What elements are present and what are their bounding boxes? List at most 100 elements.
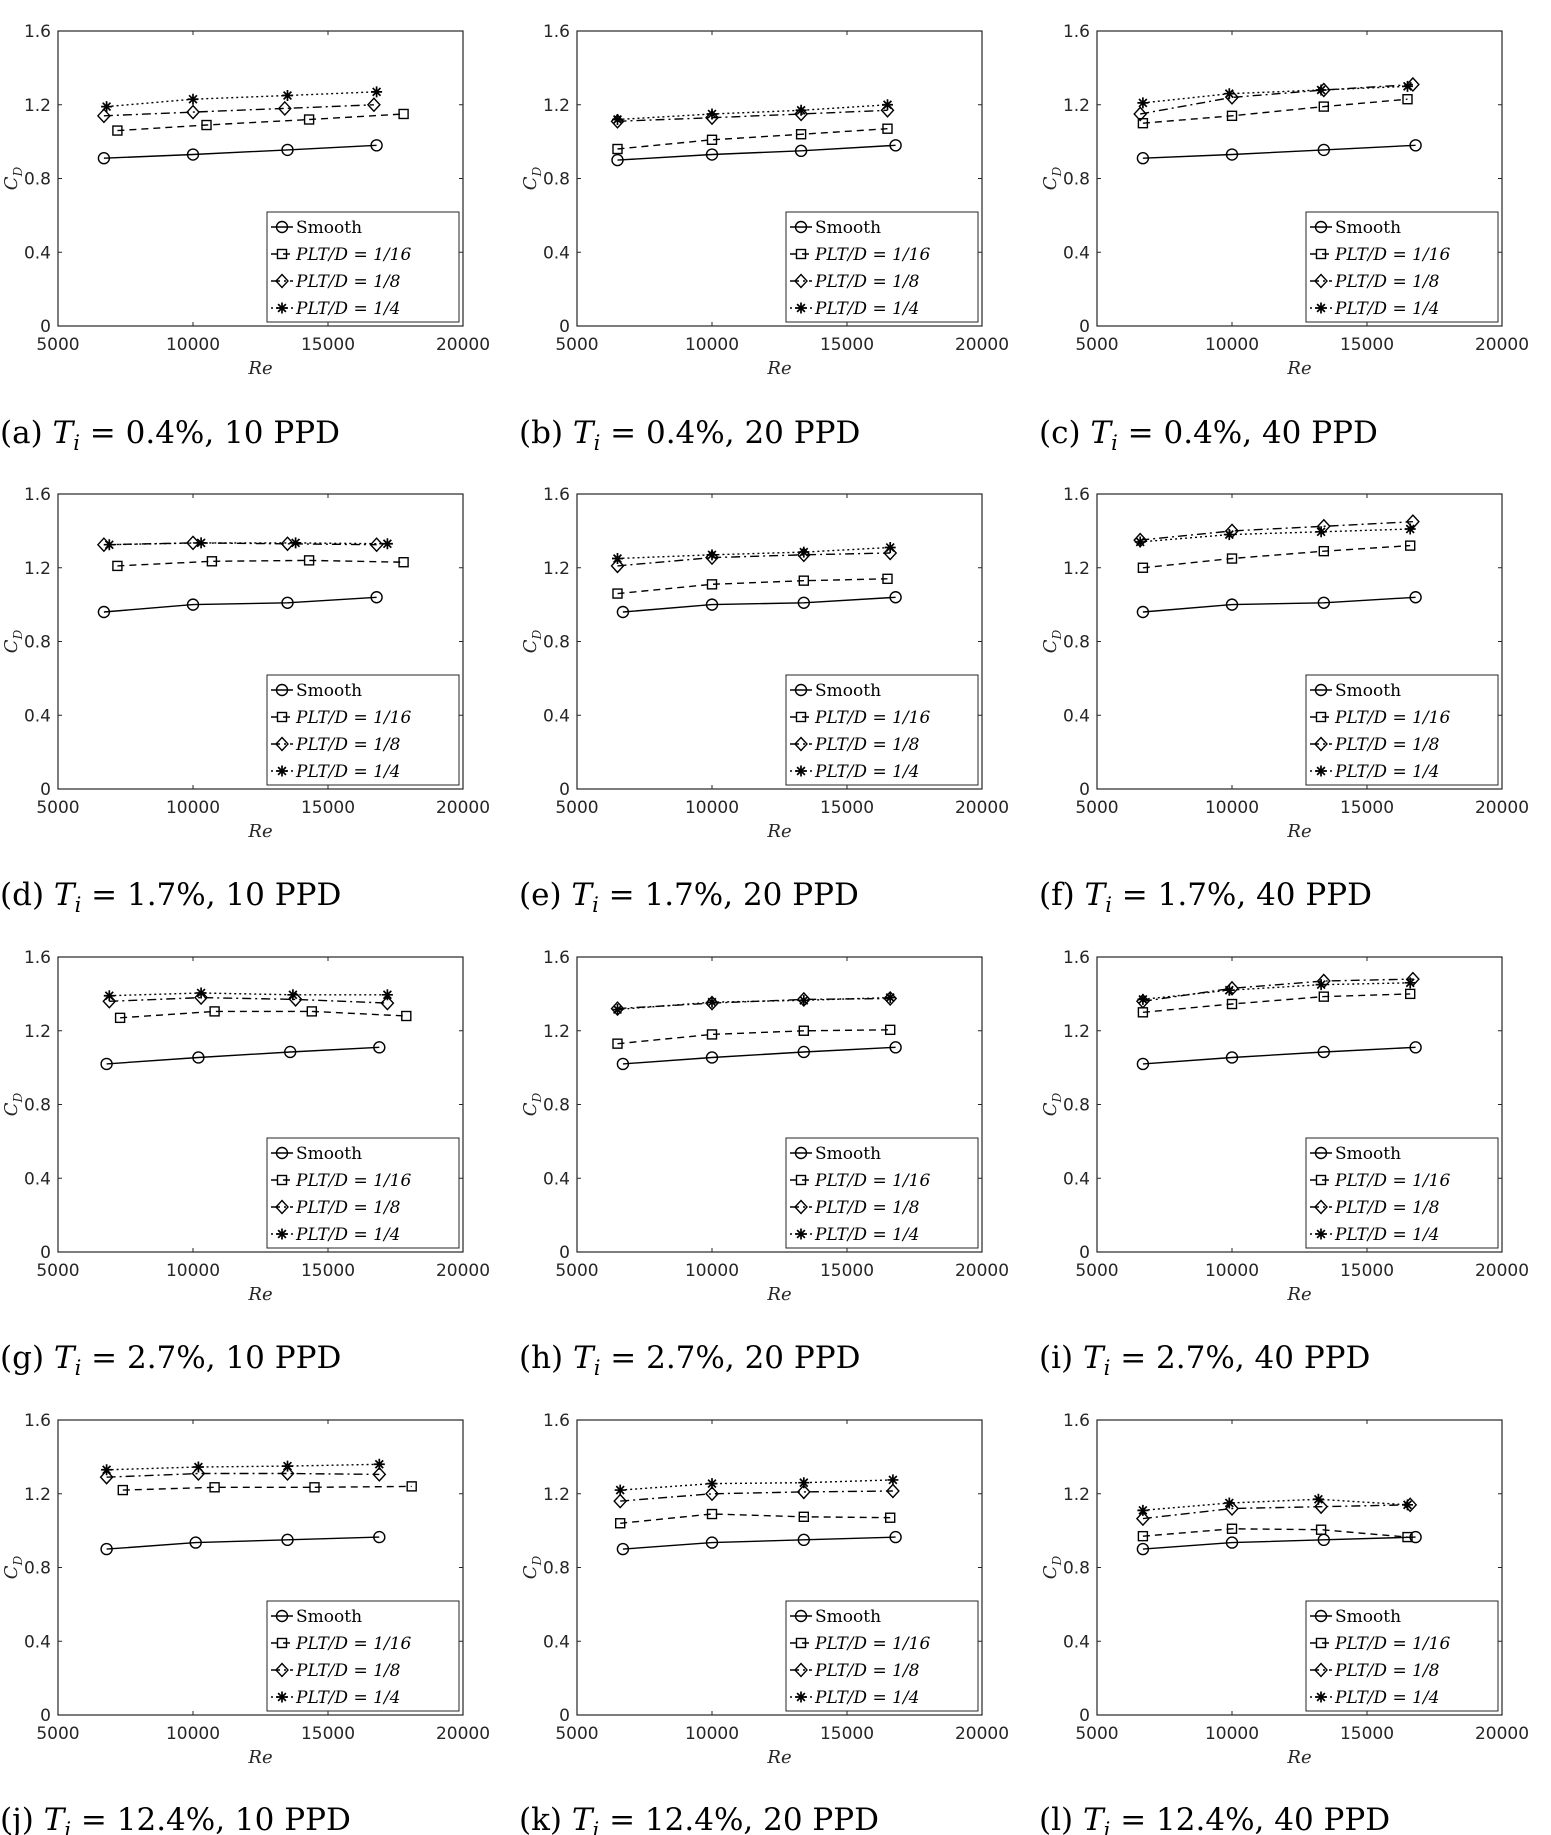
data-point	[1314, 1499, 1329, 1515]
x-axis-label: Re	[1286, 1747, 1311, 1768]
series-1	[112, 555, 409, 572]
x-tick-label: 15000	[301, 335, 355, 355]
data-point	[706, 996, 718, 1008]
data-point	[1225, 980, 1239, 996]
legend-label: PLT/D = 1/4	[1334, 762, 1439, 782]
series-line	[103, 144, 377, 159]
y-tick-label: 1.6	[543, 1411, 570, 1431]
legend-marker	[1315, 248, 1327, 260]
data-point	[1135, 1511, 1150, 1527]
subfigure-caption: (c) Ti = 0.4%, 40 PPD	[1039, 415, 1378, 455]
series-line	[106, 1046, 380, 1065]
data-point	[1409, 1530, 1422, 1544]
x-axis-label: Re	[247, 1284, 272, 1305]
x-tick-label: 10000	[1205, 798, 1259, 818]
chart-panel-h: 5000 10000 15000 20000 0 0.4 0.8 1.2 1.6 Re CD Smoo…	[519, 948, 1009, 1380]
legend-label: PLT/D = 1/8	[295, 735, 401, 755]
data-point	[889, 139, 902, 152]
y-tick-label: 0.4	[24, 243, 51, 263]
legend-label: Smooth	[815, 1144, 881, 1164]
legend-marker	[275, 273, 289, 289]
series-3	[1137, 1493, 1413, 1516]
x-tick-label: 20000	[436, 798, 490, 818]
legend-marker	[794, 683, 808, 697]
data-point	[281, 1533, 294, 1547]
series-3	[1134, 523, 1416, 548]
series-line	[1140, 528, 1411, 543]
y-axis-label: CD	[520, 629, 544, 653]
x-tick-label: 20000	[1475, 1724, 1529, 1744]
series-line	[109, 992, 388, 997]
chart-panel-k: 5000 10000 15000 20000 0 0.4 0.8 1.2 1.6 Re CD Smoo…	[519, 1411, 1009, 1835]
legend: Smooth PLT/D = 1/16 PLT/D = 1/8 PLT/D = 1/4	[785, 1600, 979, 1712]
legend-marker	[794, 220, 808, 234]
legend-label: PLT/D = 1/4	[1334, 299, 1439, 319]
data-point	[1318, 991, 1330, 1002]
data-point	[615, 1518, 626, 1529]
data-point	[1409, 591, 1422, 604]
data-point	[99, 1469, 114, 1485]
data-point	[706, 1029, 718, 1040]
x-tick-label: 5000	[36, 1261, 79, 1281]
legend-box	[1305, 1137, 1499, 1249]
legend: Smooth PLT/D = 1/16 PLT/D = 1/8 PLT/D = 1/4	[1305, 211, 1499, 323]
data-point	[1402, 94, 1413, 105]
data-point	[101, 101, 113, 113]
data-point	[96, 108, 111, 124]
data-point	[882, 99, 893, 111]
data-point	[406, 1481, 417, 1492]
data-point	[381, 989, 393, 1001]
data-point	[1317, 143, 1331, 157]
legend-box	[1305, 674, 1499, 786]
y-tick-label: 0.8	[24, 1096, 51, 1116]
data-point	[616, 605, 630, 619]
legend-marker	[275, 683, 289, 697]
y-tick-label: 0.8	[543, 1559, 570, 1579]
data-point	[1136, 1542, 1150, 1556]
y-axis-label: CD	[1040, 166, 1064, 190]
legend-label: PLT/D = 1/8	[1334, 1198, 1440, 1218]
x-tick-label: 15000	[301, 1724, 355, 1744]
y-tick-label: 0.8	[1063, 633, 1090, 653]
series-line	[103, 596, 377, 613]
series-0	[100, 1041, 386, 1071]
data-point	[798, 1511, 809, 1522]
legend-marker	[1314, 1146, 1328, 1160]
x-tick-label: 10000	[166, 798, 220, 818]
data-point	[798, 575, 809, 586]
legend-box	[266, 1600, 460, 1712]
data-point	[611, 153, 624, 167]
legend-label: PLT/D = 1/8	[814, 1661, 920, 1681]
series-line	[1142, 1504, 1411, 1520]
series-3	[1137, 977, 1416, 1005]
data-point	[616, 1057, 630, 1071]
data-point	[186, 104, 200, 120]
data-point	[889, 1530, 902, 1544]
data-point	[795, 129, 807, 140]
series-line	[1142, 978, 1413, 1002]
data-point	[882, 123, 893, 134]
x-axis-label: Re	[247, 821, 272, 842]
y-tick-label: 0.4	[1063, 243, 1090, 263]
y-tick-label: 0	[40, 317, 51, 337]
x-axis-label: Re	[766, 821, 791, 842]
series-3	[612, 992, 896, 1016]
data-point	[1134, 536, 1146, 548]
data-point	[1137, 993, 1149, 1005]
series-line	[620, 1479, 893, 1491]
series-line	[620, 1490, 893, 1502]
series-line	[1142, 1498, 1408, 1511]
series-0	[97, 591, 383, 619]
x-tick-label: 15000	[820, 798, 874, 818]
y-tick-label: 0.8	[1063, 170, 1090, 190]
legend-box	[785, 1600, 979, 1712]
legend-marker	[795, 711, 807, 723]
y-tick-label: 0.4	[543, 706, 570, 726]
legend-marker	[795, 1174, 807, 1186]
data-point	[885, 1512, 896, 1523]
series-1	[612, 123, 893, 155]
data-point	[114, 1012, 126, 1024]
y-tick-label: 1.2	[24, 559, 51, 579]
data-point	[112, 560, 123, 572]
data-point	[1318, 545, 1330, 557]
